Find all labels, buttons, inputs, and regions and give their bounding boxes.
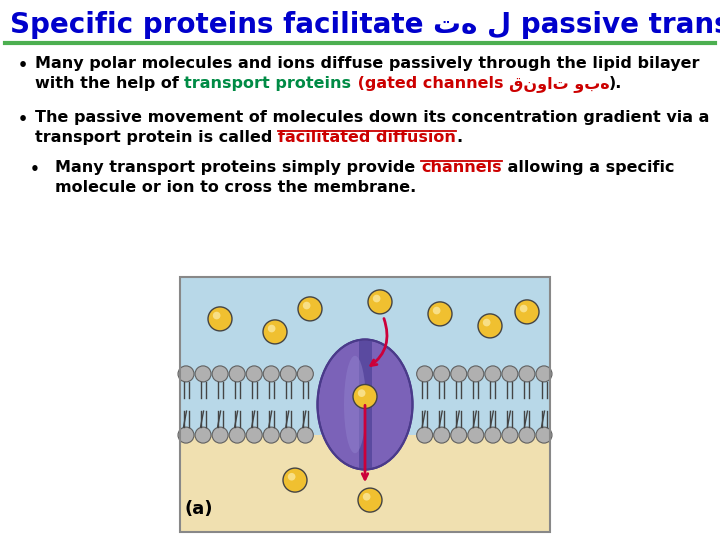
Circle shape: [502, 427, 518, 443]
Circle shape: [417, 427, 433, 443]
Circle shape: [213, 312, 220, 319]
Text: Many polar molecules and ions diffuse passively through the lipid bilayer: Many polar molecules and ions diffuse pa…: [35, 56, 700, 71]
Text: molecule or ion to cross the membrane.: molecule or ion to cross the membrane.: [55, 180, 416, 195]
Circle shape: [268, 325, 276, 333]
Circle shape: [373, 295, 380, 302]
Text: transport protein is called: transport protein is called: [35, 130, 278, 145]
Text: channels: channels: [421, 160, 502, 175]
Circle shape: [520, 305, 528, 312]
Text: The passive movement of molecules down its concentration gradient via a: The passive movement of molecules down i…: [35, 110, 709, 125]
Circle shape: [536, 366, 552, 382]
Circle shape: [519, 427, 535, 443]
Circle shape: [358, 389, 366, 397]
Circle shape: [264, 427, 279, 443]
Circle shape: [263, 320, 287, 344]
Text: •: •: [18, 58, 28, 73]
Circle shape: [368, 290, 392, 314]
Circle shape: [178, 427, 194, 443]
Circle shape: [283, 468, 307, 492]
Circle shape: [298, 297, 322, 321]
Circle shape: [536, 427, 552, 443]
Circle shape: [353, 384, 377, 408]
Text: (gated channels: (gated channels: [351, 76, 508, 91]
Circle shape: [485, 427, 501, 443]
Circle shape: [212, 366, 228, 382]
Circle shape: [229, 427, 245, 443]
Circle shape: [519, 366, 535, 382]
Ellipse shape: [344, 356, 366, 453]
Circle shape: [468, 427, 484, 443]
Circle shape: [297, 366, 313, 382]
Circle shape: [303, 302, 310, 309]
Circle shape: [433, 427, 450, 443]
Circle shape: [280, 427, 297, 443]
Text: allowing a specific: allowing a specific: [502, 160, 674, 175]
Bar: [180, 277, 550, 435]
Text: transport proteins: transport proteins: [184, 76, 351, 91]
Circle shape: [428, 302, 452, 326]
Text: with the help of: with the help of: [35, 76, 184, 91]
Text: قنوات وبه: قنوات وبه: [508, 76, 609, 92]
Circle shape: [280, 366, 297, 382]
Ellipse shape: [318, 340, 413, 469]
Circle shape: [246, 366, 262, 382]
Circle shape: [208, 307, 232, 331]
Circle shape: [288, 473, 295, 481]
Bar: [359, 341, 372, 468]
Circle shape: [468, 366, 484, 382]
Circle shape: [451, 366, 467, 382]
Circle shape: [212, 427, 228, 443]
Circle shape: [417, 366, 433, 382]
Bar: [180, 435, 550, 532]
Circle shape: [195, 366, 211, 382]
Circle shape: [485, 366, 501, 382]
Circle shape: [478, 314, 502, 338]
Circle shape: [178, 366, 194, 382]
Circle shape: [502, 366, 518, 382]
Circle shape: [297, 427, 313, 443]
Circle shape: [451, 427, 467, 443]
Circle shape: [195, 427, 211, 443]
Text: ).: ).: [609, 76, 623, 91]
Circle shape: [229, 366, 245, 382]
Circle shape: [483, 319, 490, 326]
Text: (a): (a): [185, 500, 214, 518]
Circle shape: [433, 307, 441, 314]
Text: facilitated diffusion: facilitated diffusion: [278, 130, 456, 145]
Circle shape: [363, 493, 371, 501]
Circle shape: [246, 427, 262, 443]
Text: Many transport proteins simply provide: Many transport proteins simply provide: [55, 160, 421, 175]
Circle shape: [433, 366, 450, 382]
Text: .: .: [456, 130, 462, 145]
Text: Specific proteins facilitate ته ل passive transport: Specific proteins facilitate ته ل passiv…: [10, 11, 720, 39]
Circle shape: [515, 300, 539, 324]
Circle shape: [264, 366, 279, 382]
Text: •: •: [30, 162, 40, 177]
Circle shape: [358, 488, 382, 512]
Text: •: •: [18, 112, 28, 127]
